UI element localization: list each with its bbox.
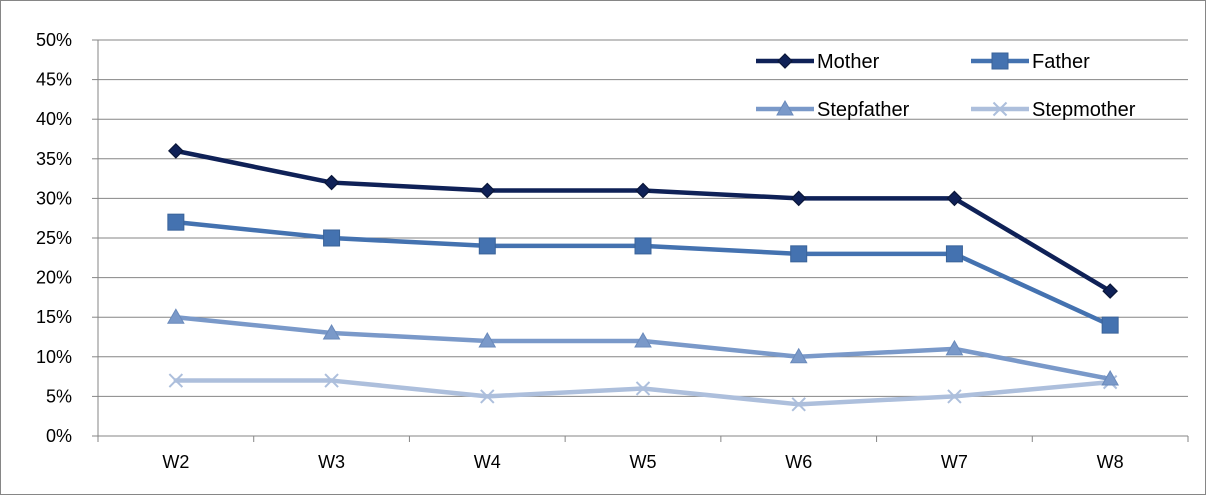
series-lines [166, 143, 1120, 412]
data-point-mother [323, 174, 340, 191]
legend-item-mother: Mother [756, 51, 880, 73]
x-tick-label: W4 [474, 452, 501, 472]
data-point-stepfather [1101, 369, 1120, 386]
data-point-mother [946, 190, 963, 207]
x-marker-stroke [168, 373, 184, 388]
legend-swatch-marker [991, 52, 1009, 70]
data-point-father [478, 237, 496, 255]
y-tick-label: 10% [36, 347, 72, 367]
x-marker-stroke [947, 389, 962, 404]
legend-label: Stepfather [817, 99, 910, 121]
legend-label: Mother [817, 51, 880, 73]
y-tick-label: 50% [36, 30, 72, 50]
x-tick-label: W7 [941, 452, 968, 472]
y-tick-label: 30% [36, 188, 72, 208]
data-point-stepfather [945, 339, 964, 356]
y-tick-label: 45% [36, 70, 72, 90]
data-point-father [790, 245, 808, 263]
axes: 0% 5% 10% 15% 20% 25% 30% 35% 40% 45% 50% W2 W3 W4 W5 W… [36, 30, 1189, 472]
y-tick-label: 15% [36, 307, 72, 327]
y-tick-label: 20% [36, 268, 72, 288]
data-point-stepmother [635, 381, 651, 396]
data-point-stepmother [168, 373, 184, 388]
x-tick-label: W6 [785, 452, 812, 472]
legend: Mother Father Stepfather Stepmother [756, 51, 1136, 121]
series-stepfather [166, 308, 1120, 386]
series-father [167, 213, 1119, 334]
data-point-father [634, 237, 652, 255]
x-marker-stroke [480, 389, 495, 404]
x-marker-stroke [992, 101, 1008, 117]
data-point-mother [168, 143, 184, 159]
data-point-stepmother [480, 389, 495, 404]
x-tick-label: W3 [318, 452, 345, 472]
data-point-stepmother [791, 397, 806, 412]
x-marker-stroke [791, 397, 806, 412]
y-tick-label: 40% [36, 109, 72, 129]
legend-swatch-marker [992, 101, 1008, 117]
legend-label: Stepmother [1032, 99, 1136, 121]
data-point-father [167, 213, 185, 231]
x-tick-label: W2 [162, 452, 189, 472]
data-point-mother [790, 190, 807, 207]
data-point-stepfather [322, 324, 341, 340]
data-point-stepmother [947, 389, 962, 404]
data-point-stepmother [324, 373, 339, 388]
y-tick-label: 0% [46, 426, 72, 446]
data-point-mother [1102, 283, 1118, 299]
data-point-father [1101, 316, 1119, 334]
data-point-father [945, 245, 963, 263]
data-point-stepfather [478, 331, 497, 348]
data-point-stepfather [789, 347, 808, 364]
data-point-mother [635, 182, 651, 199]
legend-label: Father [1032, 51, 1090, 73]
legend-swatch-marker [777, 53, 793, 69]
data-point-stepfather [166, 308, 185, 324]
legend-item-stepmother: Stepmother [971, 99, 1136, 121]
x-tick-label: W5 [630, 452, 657, 472]
x-tick-label: W8 [1097, 452, 1124, 472]
legend-swatch-marker [776, 99, 794, 116]
x-marker-stroke [324, 373, 339, 388]
y-tick-label: 35% [36, 149, 72, 169]
y-tick-label: 25% [36, 228, 72, 248]
x-marker-stroke [635, 381, 651, 396]
data-point-mother [479, 182, 496, 199]
series-stepmother [168, 373, 1118, 412]
data-point-father [323, 229, 341, 247]
y-tick-label: 5% [46, 386, 72, 406]
series-mother [168, 143, 1118, 299]
legend-item-father: Father [971, 51, 1090, 73]
gridlines [98, 39, 1188, 397]
legend-item-stepfather: Stepfather [756, 99, 910, 121]
data-point-stepfather [634, 331, 652, 348]
